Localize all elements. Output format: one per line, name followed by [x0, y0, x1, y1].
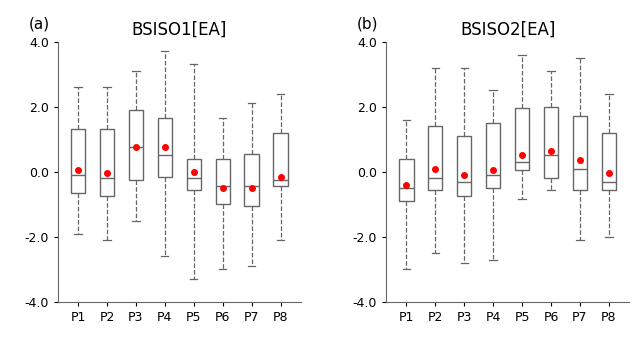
PathPatch shape	[128, 110, 143, 180]
PathPatch shape	[100, 129, 114, 196]
PathPatch shape	[245, 154, 259, 206]
PathPatch shape	[428, 126, 442, 190]
Text: (a): (a)	[29, 16, 49, 31]
Title: BSISO2[EA]: BSISO2[EA]	[460, 21, 555, 39]
PathPatch shape	[71, 129, 85, 193]
PathPatch shape	[158, 118, 172, 177]
PathPatch shape	[216, 159, 230, 204]
PathPatch shape	[544, 107, 559, 178]
PathPatch shape	[486, 123, 500, 188]
Title: BSISO1[EA]: BSISO1[EA]	[132, 21, 227, 39]
PathPatch shape	[515, 108, 529, 170]
PathPatch shape	[573, 117, 587, 190]
PathPatch shape	[457, 136, 471, 196]
PathPatch shape	[273, 133, 288, 186]
Text: (b): (b)	[357, 16, 378, 31]
PathPatch shape	[602, 133, 616, 190]
PathPatch shape	[187, 159, 201, 190]
PathPatch shape	[399, 159, 413, 201]
